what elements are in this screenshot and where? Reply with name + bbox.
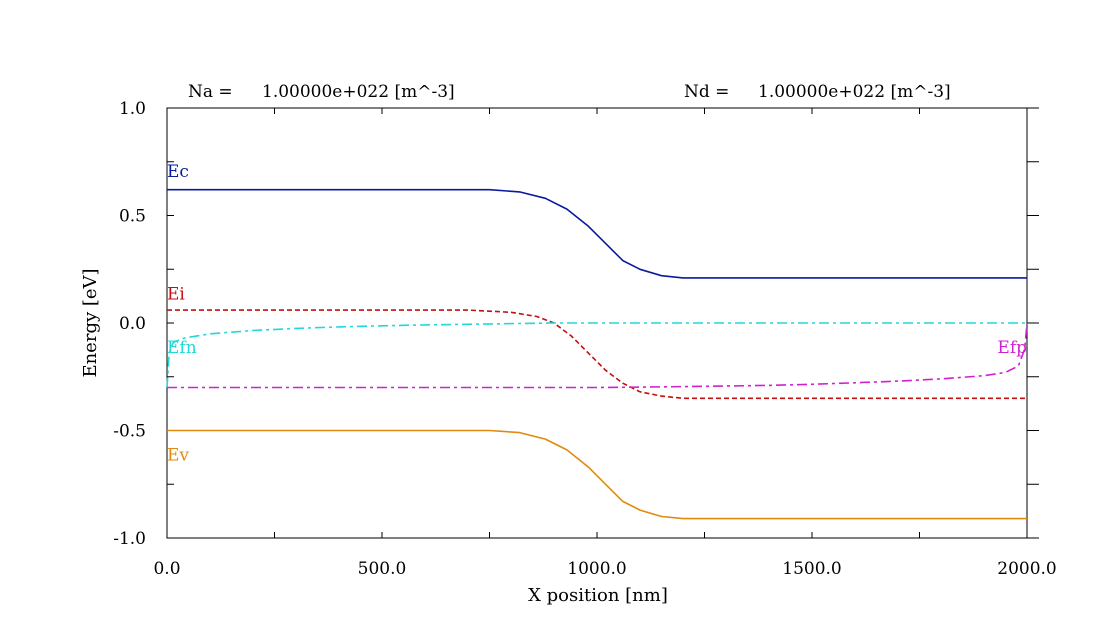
x-tick-label: 0.0	[153, 559, 180, 579]
x-axis-label: X position [nm]	[528, 585, 668, 606]
series-lines	[166, 188, 1028, 520]
series-label-efp: Efp	[997, 338, 1027, 358]
series-line-efp	[167, 322, 1028, 389]
tick-labels: 0.0 500.0 1000.0 1500.0 2000.0 1.0 0.5 0.0 -0.5 -…	[113, 99, 1057, 579]
y-tick-label: 1.0	[119, 99, 146, 119]
series-line-efn	[166, 322, 1027, 388]
x-tick-label: 500.0	[358, 559, 407, 579]
header-right-value: 1.00000e+022 [m^-3]	[758, 82, 951, 102]
y-tick-label: -0.5	[113, 422, 146, 442]
header-left-value: 1.00000e+022 [m^-3]	[262, 82, 455, 102]
series-line-ev	[167, 429, 1027, 520]
series-label-ec: Ec	[167, 162, 189, 182]
series-labels: Ec Ei Efn Efp Ev	[167, 162, 1027, 466]
y-tick-label: -1.0	[113, 529, 146, 549]
x-tick-label: 1500.0	[782, 559, 841, 579]
tick-marks	[166, 107, 1039, 539]
series-line-ei	[167, 309, 1027, 400]
y-tick-label: 0.0	[119, 314, 146, 334]
series-label-ei: Ei	[167, 284, 185, 304]
header-left-label: Na =	[188, 82, 233, 102]
y-tick-label: 0.5	[119, 207, 146, 227]
header-right-label: Nd =	[684, 82, 729, 102]
x-tick-label: 2000.0	[997, 559, 1056, 579]
series-line-ec	[167, 188, 1027, 279]
series-label-ev: Ev	[167, 446, 189, 466]
x-tick-label: 1000.0	[567, 559, 626, 579]
series-label-efn: Efn	[167, 338, 197, 358]
y-axis-label: Energy [eV]	[80, 268, 101, 377]
